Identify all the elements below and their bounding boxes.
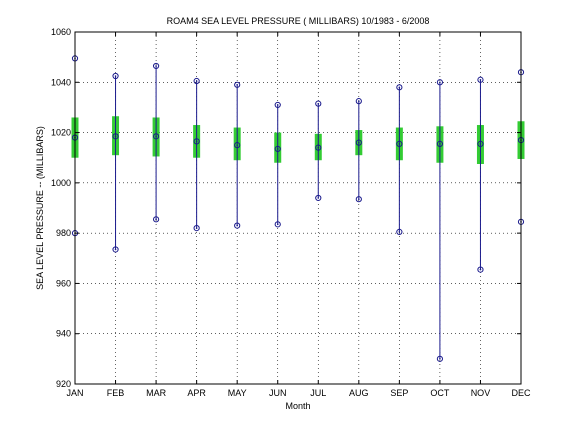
min-marker-dot — [398, 231, 401, 233]
y-tick-label: 940 — [56, 329, 71, 339]
min-marker-jul — [315, 194, 322, 202]
max-marker-dot — [479, 78, 482, 81]
x-tick-label: MAR — [146, 388, 167, 398]
min-marker-jun — [274, 221, 281, 228]
max-marker-jul — [315, 100, 322, 107]
x-axis-label: Month — [285, 401, 310, 411]
mean-marker-jun — [274, 145, 281, 153]
max-marker-mar — [152, 62, 160, 70]
x-tick-label: APR — [187, 388, 206, 398]
max-marker-dot — [358, 100, 360, 102]
max-marker-may — [234, 81, 241, 88]
mean-marker-dot — [155, 135, 157, 138]
mean-marker-dot — [398, 143, 401, 145]
y-tick-label: 920 — [56, 379, 71, 389]
mean-marker-apr — [193, 138, 200, 145]
mean-marker-dot — [439, 143, 441, 145]
plot-background — [75, 32, 521, 384]
y-tick-label: 960 — [56, 278, 71, 288]
min-marker-nov — [477, 266, 484, 273]
mean-marker-dot — [479, 143, 482, 145]
mean-marker-dot — [276, 148, 279, 150]
max-marker-apr — [193, 77, 200, 85]
y-tick-label: 1000 — [51, 178, 71, 188]
max-marker-aug — [355, 98, 362, 105]
min-marker-dot — [195, 227, 198, 229]
min-marker-apr — [193, 225, 200, 232]
min-marker-dot — [439, 358, 441, 360]
max-marker-dot — [398, 86, 401, 89]
min-marker-dot — [114, 248, 117, 251]
max-marker-feb — [112, 72, 119, 80]
mean-marker-aug — [355, 139, 362, 146]
max-marker-dot — [114, 75, 117, 77]
min-marker-dot — [155, 218, 157, 221]
mean-marker-sep — [396, 140, 403, 147]
max-marker-jun — [274, 101, 281, 109]
chart-title: ROAM4 SEA LEVEL PRESSURE ( MILLIBARS) 10… — [167, 16, 430, 26]
y-axis-label: SEA LEVEL PRESSURE -- (MILLIBARS) — [35, 126, 45, 290]
x-tick-label: JUL — [310, 388, 326, 398]
mean-marker-dot — [358, 141, 360, 144]
x-tick-label: AUG — [349, 388, 369, 398]
x-tick-label: FEB — [107, 388, 125, 398]
y-tick-label: 980 — [56, 228, 71, 238]
min-marker-sep — [396, 228, 403, 235]
max-marker-dot — [195, 80, 198, 82]
min-marker-feb — [112, 246, 119, 253]
mean-marker-dot — [195, 140, 198, 143]
x-tick-label: SEP — [390, 388, 408, 398]
mean-marker-mar — [152, 133, 160, 140]
y-tick-label: 1040 — [51, 77, 71, 87]
mean-marker-may — [234, 142, 241, 149]
max-marker-dot — [155, 65, 157, 67]
x-tick-label: JAN — [66, 388, 83, 398]
x-tick-label: NOV — [471, 388, 491, 398]
x-tick-label: JUN — [269, 388, 287, 398]
y-tick-label: 1060 — [51, 27, 71, 37]
mean-marker-nov — [477, 140, 484, 147]
mean-marker-jul — [315, 144, 322, 151]
x-tick-label: DEC — [511, 388, 531, 398]
min-marker-mar — [152, 216, 160, 223]
plot-frame — [74, 31, 522, 385]
max-marker-dot — [236, 84, 238, 86]
max-marker-dot — [439, 81, 441, 84]
max-marker-sep — [396, 84, 403, 91]
mean-marker-dot — [114, 135, 117, 138]
min-marker-dot — [358, 198, 360, 200]
min-marker-dot — [276, 223, 279, 226]
min-marker-dot — [317, 197, 320, 199]
axis-ticks: 920 940 960 980 1000 1020 1040 1060 JAN FEB MAR APR… — [51, 27, 531, 398]
min-marker-aug — [355, 196, 362, 203]
x-tick-label: MAY — [228, 388, 247, 398]
y-tick-label: 1020 — [51, 128, 71, 138]
min-marker-dot — [236, 224, 238, 227]
min-marker-dot — [479, 268, 482, 271]
mean-marker-dot — [317, 146, 320, 149]
max-marker-dot — [317, 102, 320, 105]
min-marker-may — [234, 222, 241, 229]
max-marker-oct — [436, 79, 444, 86]
mean-marker-oct — [436, 140, 444, 147]
mean-marker-feb — [112, 133, 119, 140]
max-marker-nov — [477, 76, 484, 83]
mean-marker-dot — [236, 144, 238, 146]
min-marker-oct — [436, 355, 444, 362]
x-tick-label: OCT — [430, 388, 450, 398]
max-marker-dot — [276, 104, 279, 106]
